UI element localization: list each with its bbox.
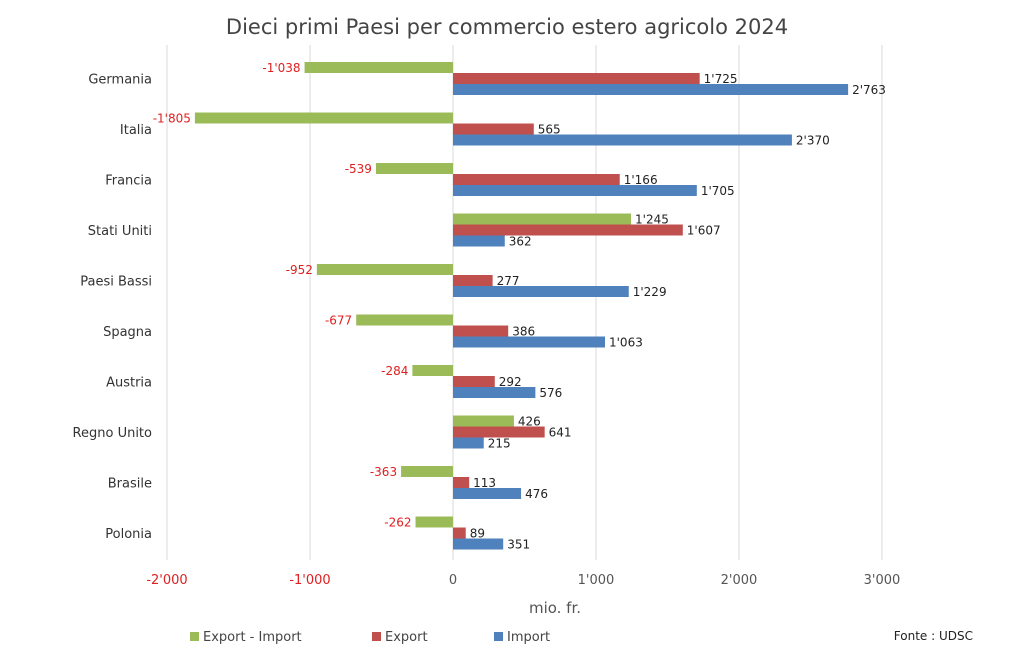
x-tick-label: -2'000 [146,573,187,588]
legend-swatch [494,632,503,641]
category-label: Italia [120,123,152,138]
bar-export-import-germania [304,62,453,73]
legend-swatch [190,632,199,641]
x-tick-label: 3'000 [864,573,901,588]
data-label: 362 [509,235,532,249]
data-label: 476 [525,487,548,501]
bar-import-italia [453,134,792,146]
data-label: -1'038 [262,61,300,75]
data-label: -363 [370,465,397,479]
category-label: Austria [106,376,152,391]
x-tick-label: 1'000 [578,573,615,588]
bar-export-spagna [453,325,509,337]
data-label: 89 [470,527,485,541]
category-label: Spagna [103,325,152,340]
category-label: Stati Uniti [88,224,152,239]
x-tick-label: 0 [449,573,457,588]
category-label: Francia [105,174,152,189]
data-label: 215 [488,437,511,451]
category-label: Paesi Bassi [80,275,152,290]
legend-label: Import [507,630,550,645]
data-label: 386 [512,325,535,339]
bar-export-import-spagna [356,314,453,326]
bar-import-austria [453,387,536,398]
bar-import-stati-uniti [453,235,505,247]
legend-label: Export - Import [203,630,302,645]
x-tick-label: 2'000 [721,573,758,588]
data-label: 641 [549,426,572,440]
bar-export-francia [453,174,620,185]
bar-import-germania [453,84,849,95]
x-axis-label: mio. fr. [529,599,581,617]
bar-export-import-paesi-bassi [316,264,453,275]
legend-label: Export [385,630,428,645]
data-label: 292 [499,375,522,389]
bar-import-spagna [453,336,606,348]
bar-export-polonia [453,527,466,539]
data-label: 2'763 [852,83,886,97]
chart-title: Dieci primi Paesi per commercio estero a… [226,15,788,39]
category-label: Germania [88,73,152,88]
data-label: 576 [539,386,562,400]
data-label: -262 [384,516,411,530]
bar-import-francia [453,185,697,196]
bar-export-paesi-bassi [453,275,493,286]
data-label: 1'725 [704,72,738,86]
bar-import-polonia [453,538,504,550]
data-label: 113 [473,476,496,490]
data-label: -539 [345,162,372,176]
category-label: Polonia [105,527,152,542]
bar-export-austria [453,376,495,387]
bar-export-italia [453,123,534,135]
data-label: -1'805 [153,112,191,126]
category-label: Brasile [108,477,152,492]
bar-import-paesi-bassi [453,286,629,297]
category-label: Regno Unito [73,426,152,441]
legend-swatch [372,632,381,641]
bar-export-stati-uniti [453,224,683,236]
data-label: -284 [381,364,408,378]
data-label: 1'245 [635,213,669,227]
bar-export-import-polonia [415,516,453,528]
bar-export-regno-unito [453,426,545,438]
data-label: 565 [538,123,561,137]
bar-import-brasile [453,488,522,499]
bar-export-import-regno-unito [453,415,514,427]
data-label: 351 [507,538,530,552]
bar-export-import-austria [412,365,453,376]
data-label: -952 [286,263,313,277]
data-label: -677 [325,314,352,328]
bar-export-brasile [453,477,470,488]
bar-import-regno-unito [453,437,484,449]
data-label: 1'063 [609,336,643,350]
data-label: 1'705 [701,184,735,198]
bar-export-import-italia [194,112,453,124]
bar-export-germania [453,73,700,84]
data-label: 426 [518,415,541,429]
x-tick-label: -1'000 [289,573,330,588]
data-label: 1'229 [633,285,667,299]
bar-export-import-francia [375,163,453,174]
data-label: 277 [497,274,520,288]
data-label: 1'166 [624,173,658,187]
data-label: 1'607 [687,224,721,238]
bar-export-import-stati-uniti [453,213,632,225]
bar-export-import-brasile [401,466,453,477]
source-note: Fonte : UDSC [894,629,973,643]
data-label: 2'370 [796,134,830,148]
